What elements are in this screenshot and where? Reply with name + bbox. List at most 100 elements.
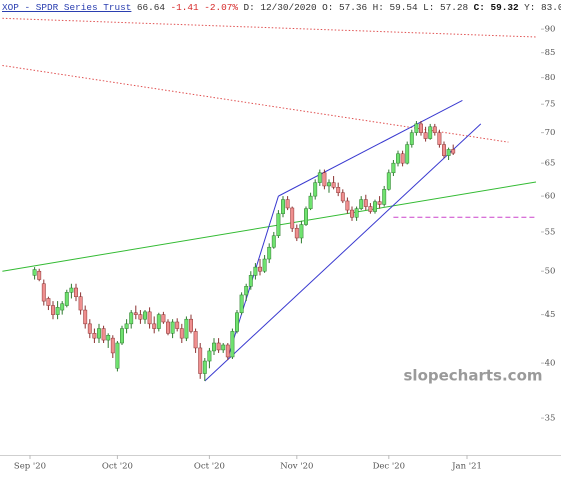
header-item: -2.07%: [204, 2, 238, 13]
candle-body: [373, 201, 377, 212]
candle-body: [258, 266, 262, 272]
y-tick-label: 90: [545, 25, 556, 35]
header-item: -1.41: [170, 2, 199, 13]
header: XOP - SPDR Series Trust 66.64 -1.41 -2.07% D…: [2, 2, 561, 13]
header-item: C: 59.32: [473, 2, 519, 13]
y-tick-label: 35: [545, 414, 556, 424]
candle-body: [32, 269, 37, 276]
candle-body: [244, 286, 249, 296]
candle-body: [115, 342, 120, 369]
y-tick-label: 70: [545, 128, 556, 138]
candle-body: [110, 337, 115, 354]
candle-body: [253, 266, 258, 276]
candle-body: [391, 162, 396, 174]
candle-body: [124, 323, 129, 329]
candle-body: [138, 314, 143, 320]
header-item: D: 12/30/2020: [243, 2, 317, 13]
candle-body: [78, 296, 83, 311]
candle-body: [446, 149, 451, 156]
y-tick-label: 50: [545, 267, 556, 277]
candle-body: [285, 199, 290, 209]
y-tick-label: 85: [545, 48, 556, 58]
candle-body: [189, 318, 193, 332]
candle-body: [396, 153, 400, 164]
candle-body: [92, 333, 97, 339]
candle-body: [60, 303, 65, 311]
candle-body: [327, 182, 331, 187]
x-tick-label: Jan '21: [451, 462, 482, 472]
candle-body: [46, 298, 51, 306]
candle-body: [313, 182, 318, 197]
candle-body: [340, 192, 345, 202]
x-tick-label: Dec '20: [373, 462, 405, 472]
candle-body: [451, 149, 456, 154]
candle-body: [202, 360, 207, 374]
candle-body: [368, 206, 373, 212]
candle-body: [193, 331, 198, 349]
candle-body: [64, 292, 69, 306]
candle-body: [129, 312, 134, 325]
plot-area: [2, 17, 537, 382]
y-tick-label: 60: [545, 192, 556, 202]
candle-body: [175, 321, 180, 329]
trend-line: [204, 123, 482, 382]
candle-body: [386, 172, 391, 190]
candle-body: [51, 305, 55, 315]
candle-body: [322, 172, 327, 187]
candle-body: [225, 344, 230, 358]
header-item: 66.64: [136, 2, 166, 13]
trend-line: [2, 64, 509, 143]
trend-line: [278, 99, 463, 197]
candle-body: [432, 126, 437, 133]
candle-body: [281, 199, 285, 214]
header-item: H: 59.54: [372, 2, 418, 13]
candle-body: [212, 342, 216, 352]
candle-body: [248, 275, 253, 287]
x-tick-label: Oct '20: [102, 462, 133, 472]
candle-body: [359, 199, 364, 209]
trend-line: [2, 17, 537, 38]
candle-body: [156, 314, 161, 329]
candle-body: [147, 311, 152, 325]
candle-body: [41, 283, 46, 302]
candle-body: [437, 132, 442, 145]
candle-body: [161, 314, 166, 323]
candle-body: [428, 126, 433, 139]
candle-body: [317, 172, 322, 183]
candle-body: [221, 344, 226, 351]
header-item: Y: 83.06: [524, 2, 561, 13]
candle-body: [409, 132, 414, 145]
candle-body: [419, 123, 423, 133]
candle-body: [400, 153, 405, 164]
header-item[interactable]: XOP - SPDR Series Trust: [2, 2, 132, 13]
candle-body: [101, 328, 106, 341]
watermark: slopecharts.com: [404, 367, 543, 385]
candle-body: [350, 209, 354, 218]
trend-line: [227, 195, 279, 359]
candle-body: [271, 235, 276, 248]
candle-body: [299, 224, 304, 239]
candle-body: [216, 342, 221, 351]
y-tick-label: 80: [545, 73, 556, 83]
x-tick-label: Sep '20: [14, 462, 46, 472]
header-item: O: 57.36: [322, 2, 368, 13]
candle-body: [230, 331, 235, 358]
candle-body: [423, 132, 428, 139]
candle-body: [276, 213, 281, 236]
candle-body: [377, 201, 382, 205]
candle-body: [152, 323, 157, 329]
candle-body: [83, 309, 88, 325]
y-tick-label: 45: [545, 310, 556, 320]
candle-body: [336, 187, 341, 193]
candle-body: [294, 227, 299, 239]
y-tick-label: 65: [545, 159, 556, 169]
candle-body: [363, 199, 368, 207]
x-tick-label: Oct '20: [194, 462, 225, 472]
candle-body: [143, 311, 147, 320]
candle-body: [442, 144, 446, 156]
candle-body: [55, 307, 60, 315]
candle-body: [308, 195, 313, 209]
candle-body: [69, 287, 74, 293]
